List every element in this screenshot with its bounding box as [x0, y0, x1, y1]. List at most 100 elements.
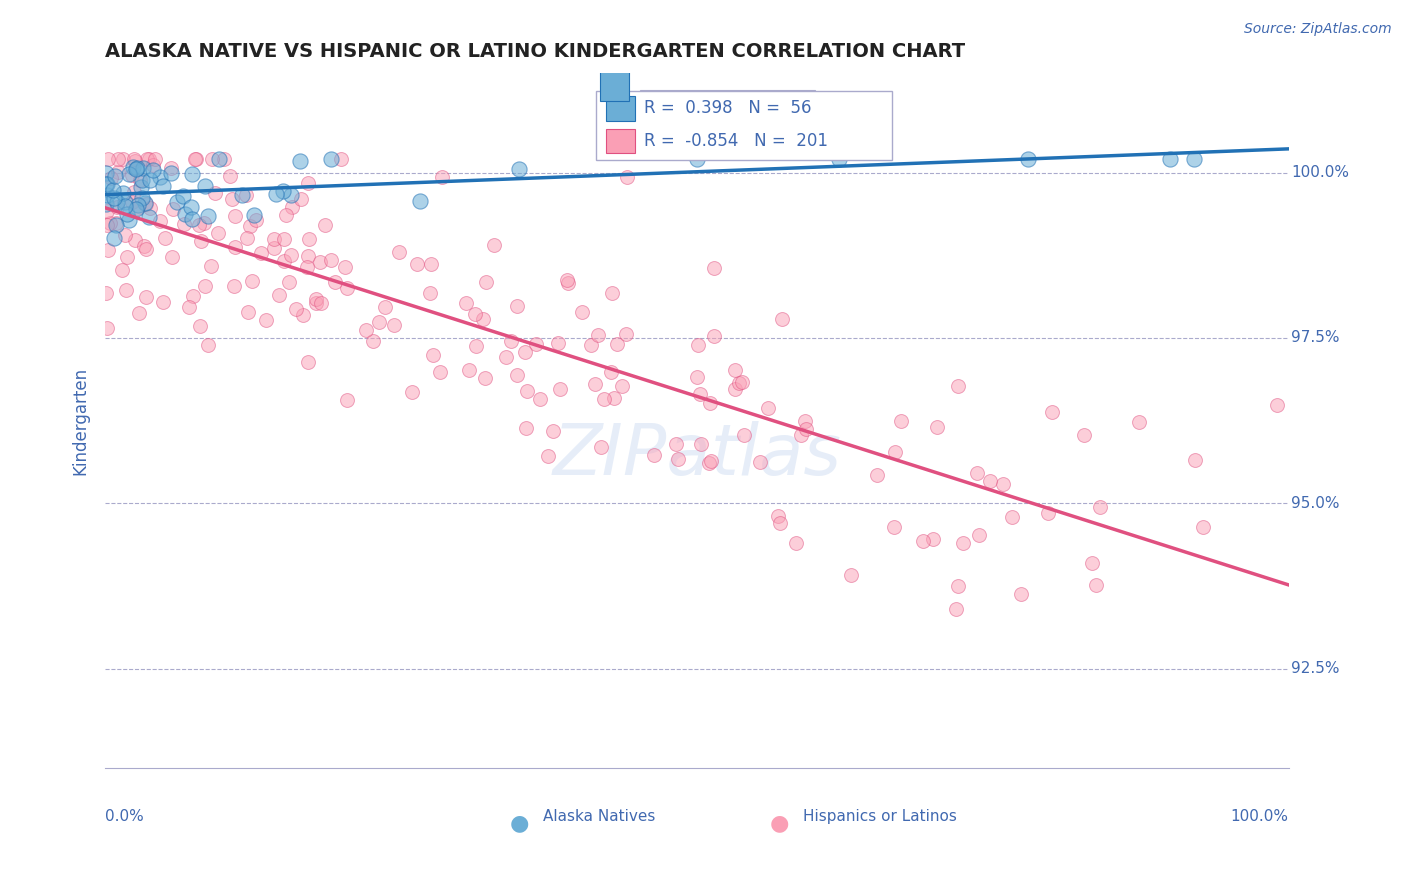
Point — [515, 420, 537, 434]
Point — [314, 218, 336, 232]
Point — [139, 173, 162, 187]
Point — [666, 451, 689, 466]
Point — [96, 203, 118, 218]
Point — [105, 216, 128, 230]
Bar — [606, 96, 636, 120]
Point — [501, 334, 523, 348]
Point — [142, 158, 165, 172]
Point — [768, 508, 790, 523]
Point — [1191, 520, 1213, 534]
Point — [543, 424, 565, 438]
Point — [212, 153, 235, 167]
Point — [118, 213, 141, 227]
Point — [218, 169, 240, 183]
Point — [884, 445, 907, 459]
Point — [131, 173, 153, 187]
Point — [1042, 404, 1064, 418]
Point — [610, 378, 633, 392]
Point — [474, 370, 496, 384]
Text: 97.5%: 97.5% — [1291, 330, 1340, 345]
Point — [581, 338, 603, 352]
Point — [235, 188, 257, 202]
Text: Source: ZipAtlas.com: Source: ZipAtlas.com — [1244, 22, 1392, 37]
Point — [1017, 153, 1039, 167]
Point — [1128, 415, 1150, 429]
Point — [309, 295, 332, 310]
Point — [149, 170, 172, 185]
Point — [264, 187, 287, 202]
Point — [686, 153, 709, 167]
Point — [733, 428, 755, 442]
Point — [586, 328, 609, 343]
Point — [890, 414, 912, 428]
Point — [172, 189, 194, 203]
Point — [979, 474, 1001, 488]
Point — [149, 214, 172, 228]
Point — [152, 294, 174, 309]
Point — [419, 285, 441, 300]
Point — [409, 194, 432, 208]
Point — [464, 307, 486, 321]
Point — [184, 153, 207, 167]
Point — [724, 362, 747, 376]
Point — [967, 528, 990, 542]
Point — [280, 187, 302, 202]
Point — [335, 392, 357, 407]
Point — [197, 338, 219, 352]
Point — [204, 186, 226, 200]
Point — [1184, 453, 1206, 467]
Point — [458, 363, 481, 377]
Point — [103, 191, 125, 205]
Point — [966, 466, 988, 480]
Point — [96, 177, 118, 191]
Point — [118, 168, 141, 182]
Point — [883, 520, 905, 534]
Point — [136, 153, 159, 167]
Point — [114, 227, 136, 242]
Point — [319, 252, 342, 267]
Point — [125, 201, 148, 215]
Text: ●: ● — [770, 813, 789, 833]
Text: R =  -0.854   N =  201: R = -0.854 N = 201 — [644, 132, 828, 150]
Point — [104, 219, 127, 233]
Point — [127, 161, 149, 176]
Point — [472, 312, 495, 326]
Point — [107, 200, 129, 214]
Point — [159, 161, 181, 175]
Point — [309, 255, 332, 269]
Point — [143, 153, 166, 167]
Point — [240, 274, 263, 288]
Point — [224, 209, 246, 223]
Point — [603, 391, 626, 405]
Point — [589, 440, 612, 454]
Point — [263, 242, 285, 256]
Point — [593, 392, 616, 407]
Bar — [606, 129, 636, 153]
Point — [254, 313, 277, 327]
Point — [155, 231, 177, 245]
Point — [297, 355, 319, 369]
Point — [132, 161, 155, 176]
Point — [201, 153, 224, 167]
Point — [131, 191, 153, 205]
Point — [374, 300, 396, 314]
Point — [305, 292, 328, 306]
Point — [222, 278, 245, 293]
Point — [276, 208, 298, 222]
Point — [160, 250, 183, 264]
Point — [193, 216, 215, 230]
Point — [98, 216, 121, 230]
Point — [354, 323, 377, 337]
Point — [96, 166, 118, 180]
Point — [207, 153, 229, 167]
Point — [297, 176, 319, 190]
Text: ALASKA NATIVE VS HISPANIC OR LATINO KINDERGARTEN CORRELATION CHART: ALASKA NATIVE VS HISPANIC OR LATINO KIND… — [105, 42, 966, 61]
Point — [602, 285, 624, 300]
Point — [557, 276, 579, 290]
Point — [181, 289, 204, 303]
Point — [643, 448, 665, 462]
Point — [127, 197, 149, 211]
Point — [273, 254, 295, 268]
Point — [1159, 153, 1181, 167]
Point — [665, 436, 688, 450]
